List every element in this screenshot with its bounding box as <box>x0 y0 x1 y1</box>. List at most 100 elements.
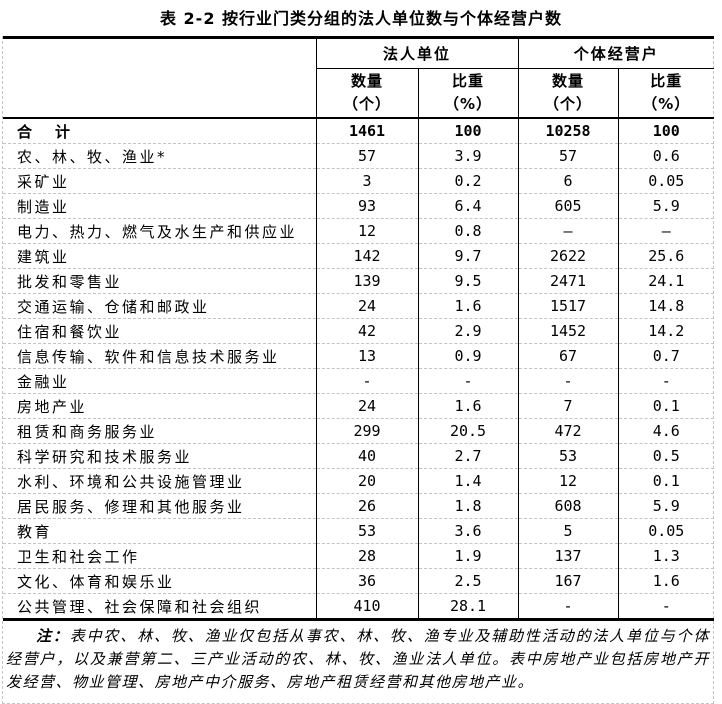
value-cell: 40 <box>315 443 418 469</box>
value-cell: 1461 <box>315 118 418 144</box>
value-cell: 26 <box>315 493 418 519</box>
table-row: 房地产业 24 1.6 7 0.1 <box>3 393 715 419</box>
value-cell: 0.05 <box>617 518 715 544</box>
value-cell: 67 <box>517 343 619 369</box>
group-header-individual-businesses: 个体经营户 <box>517 37 715 69</box>
value-cell: 13 <box>315 343 418 369</box>
value-cell: 1.6 <box>617 568 715 594</box>
value-cell: - <box>417 368 519 394</box>
table-row: 农、林、牧、渔业* 57 3.9 57 0.6 <box>3 143 715 169</box>
value-cell: 3 <box>315 168 418 194</box>
value-cell: 410 <box>315 593 418 620</box>
industry-cell: 采矿业 <box>3 168 316 194</box>
footnote-text: 表中农、林、牧、渔业仅包括从事农、林、牧、渔专业及辅助性活动的法人单位与个体经营… <box>6 629 710 691</box>
industry-cell: 住宿和餐饮业 <box>3 318 316 344</box>
value-cell: 2471 <box>517 268 619 294</box>
table-row: 合 计 1461 100 10258 100 <box>3 118 715 144</box>
value-cell: 6.4 <box>417 193 519 219</box>
table-row: 电力、热力、燃气及水生产和供应业 12 0.8— — <box>3 218 715 244</box>
footnote-label: 注： <box>36 629 70 645</box>
sub-header-line: 比重 <box>452 72 485 90</box>
value-cell: 2.9 <box>417 318 519 344</box>
value-cell: 24.1 <box>617 268 715 294</box>
sub-header-share-legal: 比重 （%） <box>417 68 519 118</box>
value-cell: 20.5 <box>417 418 519 444</box>
value-cell: 0.8 <box>417 218 519 244</box>
value-cell: 608 <box>517 493 619 519</box>
value-cell: 24 <box>315 293 418 319</box>
value-cell: 10258 <box>517 118 619 144</box>
industry-cell: 批发和零售业 <box>3 268 316 294</box>
industry-cell: 居民服务、修理和其他服务业 <box>3 493 316 519</box>
value-cell: 0.5 <box>617 443 715 469</box>
value-cell: 2.7 <box>417 443 519 469</box>
table-row: 居民服务、修理和其他服务业 26 1.8 608 5.9 <box>3 493 715 519</box>
industry-cell: 文化、体育和娱乐业 <box>3 568 316 594</box>
value-cell: 0.9 <box>417 343 519 369</box>
value-cell: 3.6 <box>417 518 519 544</box>
value-cell: - <box>517 368 619 394</box>
value-cell: 28.1 <box>417 593 519 620</box>
corner-cell <box>3 38 316 119</box>
value-cell: 57 <box>315 143 418 169</box>
value-cell: - <box>617 593 715 620</box>
industry-cell: 房地产业 <box>3 393 316 419</box>
value-cell: 93 <box>315 193 418 219</box>
value-cell: 9.5 <box>417 268 519 294</box>
value-cell: 167 <box>517 568 619 594</box>
value-cell: 14.8 <box>617 293 715 319</box>
value-cell: 0.1 <box>617 468 715 494</box>
value-cell: 20 <box>315 468 418 494</box>
industry-cell: 教育 <box>3 518 316 544</box>
value-cell: 142 <box>315 243 418 269</box>
value-cell: - <box>315 368 418 394</box>
value-cell: 5 <box>517 518 619 544</box>
value-cell: 5.9 <box>617 193 715 219</box>
industry-cell: 卫生和社会工作 <box>3 543 316 569</box>
group-header-row: 法人单位 个体经营户 <box>3 37 715 69</box>
value-cell: - <box>617 368 715 394</box>
table-row: 建筑业 142 9.7 2622 25.6 <box>3 243 715 269</box>
value-cell: 0.7 <box>617 343 715 369</box>
industry-cell: 建筑业 <box>3 243 316 269</box>
industry-cell: 公共管理、社会保障和社会组织 <box>3 593 316 620</box>
table-row: 信息传输、软件和信息技术服务业 13 0.9 67 0.7 <box>3 343 715 369</box>
industry-cell: 制造业 <box>3 193 316 219</box>
value-cell: — <box>517 218 619 244</box>
table-row: 住宿和餐饮业 42 2.9 1452 14.2 <box>3 318 715 344</box>
value-cell: 472 <box>517 418 619 444</box>
industry-cell: 租赁和商务服务业 <box>3 418 316 444</box>
industry-cell: 水利、环境和公共设施管理业 <box>3 468 316 494</box>
sub-header-line: （%） <box>642 95 691 113</box>
sub-header-quantity-individual: 数量 （个） <box>517 68 619 118</box>
sub-header-line: （个） <box>342 95 391 113</box>
value-cell: 25.6 <box>617 243 715 269</box>
sub-header-row: 数量 （个） 比重 （%） 数量 （个） 比重 （%） <box>3 68 715 118</box>
table-row: 金融业 - - - - <box>3 368 715 394</box>
sub-header-line: （个） <box>544 95 593 113</box>
industry-cell: 科学研究和技术服务业 <box>3 443 316 469</box>
value-cell: 0.2 <box>417 168 519 194</box>
value-cell: 1452 <box>517 318 619 344</box>
sub-header-line: （%） <box>443 95 493 113</box>
table-row: 制造业 93 6.4 605 5.9 <box>3 193 715 219</box>
value-cell: 137 <box>517 543 619 569</box>
sub-header-line: 数量 <box>552 72 585 90</box>
group-header-legal-units: 法人单位 <box>315 37 519 69</box>
value-cell: 0.1 <box>617 393 715 419</box>
value-cell: 53 <box>315 518 418 544</box>
value-cell: 14.2 <box>617 318 715 344</box>
value-cell: 1.8 <box>417 493 519 519</box>
value-cell: 57 <box>517 143 619 169</box>
table-row: 交通运输、仓储和邮政业 24 1.6 1517 14.8 <box>3 293 715 319</box>
industry-cell: 农、林、牧、渔业* <box>3 143 316 169</box>
sub-header-line: 比重 <box>650 72 683 90</box>
value-cell: 1.3 <box>617 543 715 569</box>
value-cell: 2622 <box>517 243 619 269</box>
value-cell: 1.6 <box>417 293 519 319</box>
table-row: 水利、环境和公共设施管理业 20 1.4 12 0.1 <box>3 468 715 494</box>
value-cell: 139 <box>315 268 418 294</box>
value-cell: - <box>517 593 619 620</box>
value-cell: 0.6 <box>617 143 715 169</box>
value-cell: 100 <box>417 118 519 144</box>
